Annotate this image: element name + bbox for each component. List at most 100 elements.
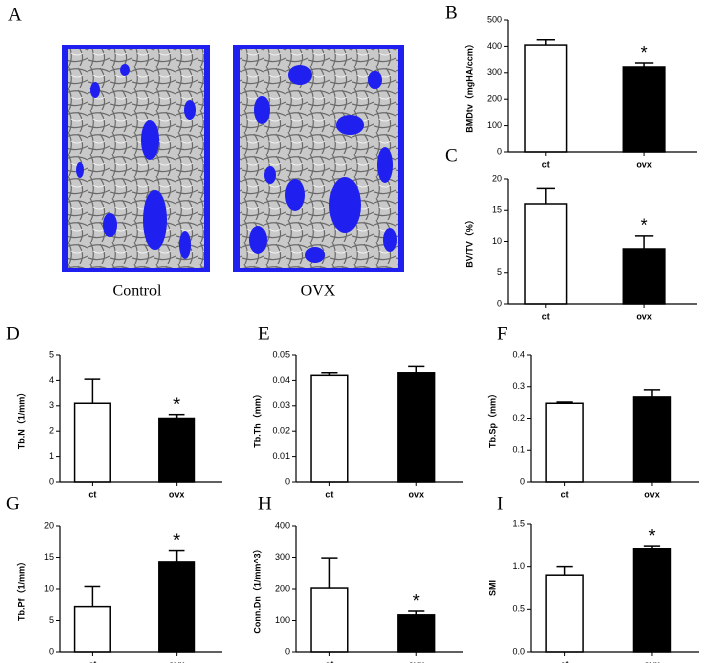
bar <box>310 587 349 653</box>
x-tick-label: ovx <box>644 489 660 499</box>
y-tick-label: 0.1 <box>512 445 525 455</box>
y-tick-label: 0.01 <box>272 451 290 461</box>
y-tick-label: 500 <box>487 14 502 24</box>
y-tick-label: 200 <box>487 94 502 104</box>
y-tick-label: 0 <box>497 146 502 156</box>
y-tick-label: 0 <box>49 646 54 656</box>
y-tick-label: 15 <box>44 552 54 562</box>
bar <box>524 203 568 305</box>
y-tick-label: 1.0 <box>512 561 525 571</box>
y-tick-label: 1.5 <box>512 518 525 528</box>
y-tick-label: 0.3 <box>512 381 525 391</box>
image-caption: OVX <box>301 283 336 300</box>
y-tick-label: 0.04 <box>272 375 290 385</box>
panel-letter: G <box>6 493 20 514</box>
bar <box>397 614 436 653</box>
y-tick-label: 0 <box>285 646 290 656</box>
bar-chart: G 0 5 10 15 20 ct ovx * Tb.Pf（1/mm） <box>6 493 222 663</box>
x-tick-label: ct <box>542 311 550 321</box>
y-tick-label: 0 <box>520 476 525 486</box>
y-tick-label: 0.2 <box>512 413 525 423</box>
image-caption: Control <box>113 283 162 300</box>
bar <box>73 605 111 653</box>
x-tick-label: ct <box>561 489 569 499</box>
micro-ct-control <box>62 45 210 272</box>
y-tick-label: 0.0 <box>512 646 525 656</box>
panel-letter: F <box>497 323 508 344</box>
y-tick-label: 0.4 <box>512 349 525 359</box>
y-tick-label: 0.05 <box>272 349 290 359</box>
y-tick-label: 100 <box>275 615 290 625</box>
y-tick-label: 400 <box>487 41 502 51</box>
y-tick-label: 2 <box>49 426 54 436</box>
x-tick-label: ct <box>542 159 550 169</box>
panel-letter: C <box>445 145 458 166</box>
bar <box>545 574 584 653</box>
panel-letter: B <box>445 2 458 23</box>
bar-chart: E 0 0.01 0.02 0.03 0.04 0.05 ct ovx Tb.Th（mm） <box>252 323 463 499</box>
y-tick-label: 5 <box>497 267 502 277</box>
y-axis-label: SMI <box>487 580 497 596</box>
x-tick-label: ovx <box>408 489 424 499</box>
bar-chart: D 0 1 2 3 4 5 ct ovx * Tb.N（1/mm） <box>6 323 222 499</box>
y-tick-label: 20 <box>44 520 54 530</box>
bar <box>622 248 666 305</box>
significance-mark: * <box>641 216 648 236</box>
bar <box>397 372 436 483</box>
y-tick-label: 200 <box>275 583 290 593</box>
panel-letter: H <box>258 493 272 514</box>
x-tick-label: ct <box>88 489 96 499</box>
panel-letter: E <box>258 323 270 344</box>
bar <box>158 417 196 483</box>
bar <box>158 561 196 653</box>
y-tick-label: 3 <box>49 400 54 410</box>
x-tick-label: ovx <box>644 659 660 663</box>
x-tick-label: ovx <box>636 159 652 169</box>
y-tick-label: 5 <box>49 349 54 359</box>
panel-letter: I <box>497 493 503 514</box>
y-tick-label: 300 <box>487 67 502 77</box>
y-tick-label: 10 <box>44 583 54 593</box>
y-tick-label: 0 <box>497 298 502 308</box>
y-axis-label: BV/TV（%） <box>464 215 474 268</box>
bar-chart: H 0 100 200 300 400 ct ovx * Conn.Dn（1/mm^3） <box>252 493 463 663</box>
bar <box>524 44 568 153</box>
y-tick-label: 1 <box>49 451 54 461</box>
y-tick-label: 5 <box>49 615 54 625</box>
bar-chart: C 0 5 10 15 20 ct ovx * BV/TV（%） <box>445 145 697 321</box>
significance-mark: * <box>173 530 180 550</box>
significance-mark: * <box>413 591 420 611</box>
bar <box>310 374 349 483</box>
y-tick-label: 15 <box>492 205 502 215</box>
y-tick-label: 20 <box>492 173 502 183</box>
y-axis-label: BMDtv（mgHA/ccm） <box>464 39 474 133</box>
significance-mark: * <box>648 526 655 546</box>
y-axis-label: Tb.Th（mm） <box>252 389 262 448</box>
y-tick-label: 0.03 <box>272 400 290 410</box>
x-tick-label: ovx <box>169 659 185 663</box>
y-axis-label: Tb.Sp（mm） <box>487 389 497 448</box>
y-tick-label: 0.5 <box>512 604 525 614</box>
x-tick-label: ct <box>88 659 96 663</box>
y-tick-label: 0 <box>49 476 54 486</box>
y-tick-label: 4 <box>49 375 54 385</box>
y-tick-label: 300 <box>275 552 290 562</box>
y-tick-label: 0.02 <box>272 426 290 436</box>
panel-letter: D <box>6 323 20 344</box>
bar-chart: F 0 0.1 0.2 0.3 0.4 ct ovx Tb.Sp（mm） <box>487 323 699 499</box>
bar-chart: I 0.0 0.5 1.0 1.5 ct ovx * SMI <box>487 493 699 663</box>
y-tick-label: 400 <box>275 520 290 530</box>
micro-ct-ovx <box>233 45 404 272</box>
bar <box>545 402 584 483</box>
y-tick-label: 10 <box>492 236 502 246</box>
bar <box>622 66 666 153</box>
bar <box>632 547 672 653</box>
x-tick-label: ct <box>561 659 569 663</box>
y-axis-label: Tb.N（1/mm） <box>16 388 26 450</box>
x-tick-label: ovx <box>636 311 652 321</box>
panel-letter: A <box>8 4 22 25</box>
x-tick-label: ct <box>325 489 333 499</box>
bar-chart: B 0 100 200 300 400 500 ct ovx * BMDtv（mgHA/ccm） <box>445 2 697 169</box>
x-tick-label: ct <box>325 659 333 663</box>
